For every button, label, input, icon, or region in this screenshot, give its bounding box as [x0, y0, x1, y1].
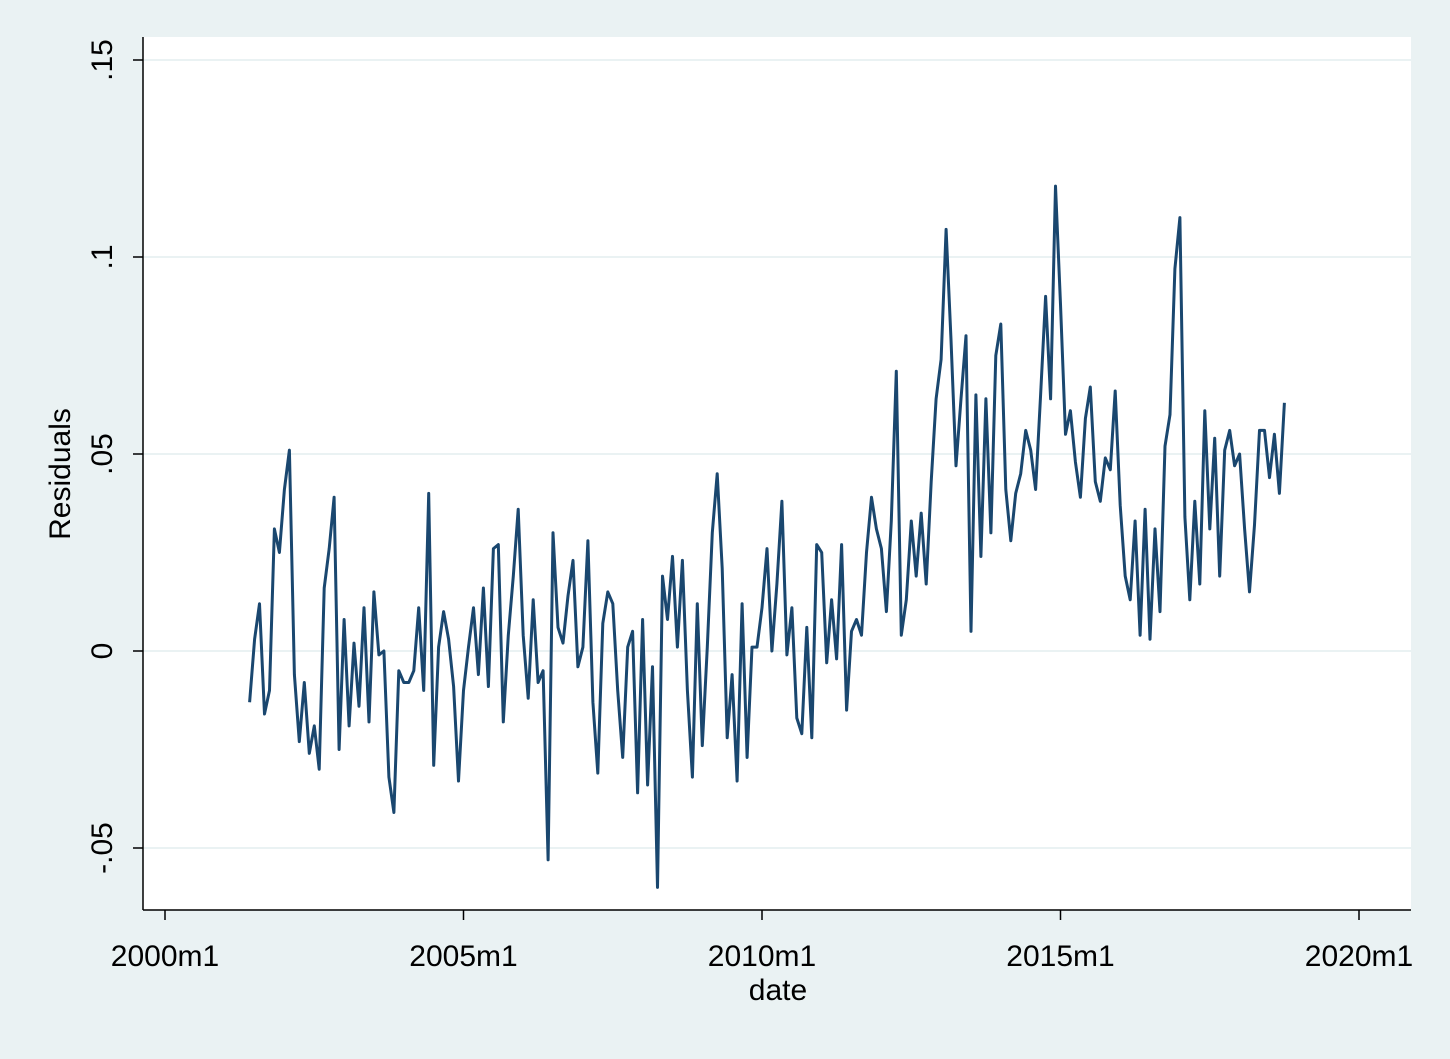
y-tick-label: .15: [86, 39, 119, 81]
ticks: -.05 0 .05 .1 .15 2000m1 2005m1 2010m1 2015m1 202…: [86, 39, 1413, 973]
x-tick-label: 2015m1: [1006, 940, 1114, 973]
y-tick-label: -.05: [86, 822, 119, 874]
x-axis-label: date: [749, 974, 807, 1007]
y-tick-label: 0: [86, 643, 119, 660]
series: [248, 184, 1286, 889]
x-tick-label: 2005m1: [409, 940, 517, 973]
y-tick-label: .1: [86, 244, 119, 269]
series-line: [248, 184, 1286, 889]
plot-area: [143, 37, 1411, 910]
y-tick-label: .05: [86, 433, 119, 475]
x-tick-label: 2000m1: [111, 940, 219, 973]
y-axis-label: Residuals: [44, 408, 77, 540]
axes: [142, 37, 1411, 911]
x-tick-label: 2020m1: [1305, 940, 1413, 973]
x-tick-label: 2010m1: [708, 940, 816, 973]
